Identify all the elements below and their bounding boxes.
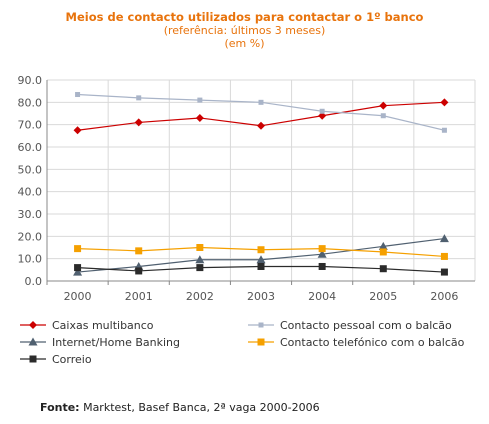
legend-item: Contacto telefónico com o balcão bbox=[248, 335, 464, 349]
y-tick-label: 80.0 bbox=[18, 96, 43, 109]
data-point-contacto-pessoal-com-o-balcao bbox=[380, 113, 386, 119]
data-point-contacto-pessoal-com-o-balcao bbox=[136, 95, 142, 101]
x-tick-label: 2002 bbox=[186, 290, 214, 303]
data-point-internet-home-banking bbox=[439, 234, 449, 243]
data-point-internet-home-banking bbox=[378, 241, 388, 250]
data-point-contacto-telefonico-com-o-balcao bbox=[318, 245, 326, 253]
y-tick-label: 40.0 bbox=[18, 186, 43, 199]
chart-unit-note: (em %) bbox=[224, 37, 265, 50]
data-point-contacto-pessoal-com-o-balcao bbox=[75, 92, 81, 98]
source-text: Marktest, Basef Banca, 2ª vaga 2000-2006 bbox=[79, 401, 320, 414]
x-tick-label: 2006 bbox=[430, 290, 458, 303]
legend-item: Contacto pessoal com o balcão bbox=[248, 318, 452, 332]
data-point-correio bbox=[257, 262, 265, 270]
legend-swatch bbox=[20, 337, 46, 346]
legend-item: Caixas multibanco bbox=[20, 318, 154, 332]
data-point-contacto-telefonico-com-o-balcao bbox=[379, 248, 387, 256]
data-point-internet-home-banking bbox=[317, 249, 327, 258]
legend-swatch bbox=[20, 321, 46, 329]
y-tick-label: 0.0 bbox=[25, 275, 43, 288]
x-tick-label: 2005 bbox=[369, 290, 397, 303]
legend-item: Correio bbox=[20, 352, 92, 366]
data-point-caixas-multibanco bbox=[379, 101, 388, 110]
legend-label: Contacto pessoal com o balcão bbox=[280, 318, 452, 332]
legend-item: Internet/Home Banking bbox=[20, 335, 180, 349]
y-tick-label: 10.0 bbox=[18, 253, 43, 266]
data-point-contacto-telefonico-com-o-balcao bbox=[135, 247, 143, 255]
data-point-caixas-multibanco bbox=[257, 121, 265, 130]
data-point-correio bbox=[135, 267, 143, 275]
data-point-correio bbox=[196, 264, 204, 272]
legend-swatch bbox=[20, 355, 46, 363]
data-point-contacto-telefonico-com-o-balcao bbox=[440, 252, 448, 260]
data-point-contacto-pessoal-com-o-balcao bbox=[258, 99, 264, 105]
legend-label: Correio bbox=[52, 352, 92, 366]
y-tick-label: 70.0 bbox=[18, 119, 43, 132]
legend-swatch bbox=[248, 338, 274, 346]
y-tick-label: 60.0 bbox=[18, 141, 43, 154]
data-point-contacto-telefonico-com-o-balcao bbox=[257, 246, 265, 254]
data-point-internet-home-banking bbox=[73, 267, 83, 276]
y-tick-label: 50.0 bbox=[18, 163, 43, 176]
data-point-contacto-pessoal-com-o-balcao bbox=[197, 97, 203, 103]
legend-swatch bbox=[248, 322, 274, 328]
data-point-caixas-multibanco bbox=[440, 98, 449, 107]
source-label: Fonte: bbox=[40, 401, 80, 414]
data-point-correio bbox=[379, 265, 387, 273]
legend-label: Internet/Home Banking bbox=[52, 335, 181, 349]
data-point-correio bbox=[74, 264, 82, 272]
data-point-caixas-multibanco bbox=[134, 118, 143, 127]
data-point-internet-home-banking bbox=[256, 255, 266, 264]
y-tick-label: 30.0 bbox=[18, 208, 43, 221]
data-point-correio bbox=[440, 268, 448, 276]
line-chart: 0.0 10.0 20.0 30.0 40.0 50.0 60.0 70.0 80.0 90.0 2… bbox=[18, 74, 476, 303]
x-tick-label: 2004 bbox=[308, 290, 336, 303]
x-tick-label: 2003 bbox=[247, 290, 275, 303]
data-point-internet-home-banking bbox=[195, 255, 205, 264]
x-tick-label: 2000 bbox=[64, 290, 92, 303]
legend-label: Caixas multibanco bbox=[52, 318, 154, 332]
source-note: Fonte: Marktest, Basef Banca, 2ª vaga 20… bbox=[40, 401, 320, 414]
legend-label: Contacto telefónico com o balcão bbox=[280, 335, 465, 349]
data-point-caixas-multibanco bbox=[195, 113, 204, 122]
x-tick-label: 2001 bbox=[125, 290, 153, 303]
chart-title-block: Meios de contacto utilizados para contac… bbox=[0, 10, 489, 50]
data-point-contacto-telefonico-com-o-balcao bbox=[196, 244, 204, 251]
y-tick-label: 20.0 bbox=[18, 230, 43, 243]
data-point-correio bbox=[318, 262, 326, 270]
chart-title: Meios de contacto utilizados para contac… bbox=[65, 10, 424, 24]
chart-subtitle: (referência: últimos 3 meses) bbox=[163, 24, 326, 37]
data-point-contacto-telefonico-com-o-balcao bbox=[74, 245, 82, 253]
data-point-contacto-pessoal-com-o-balcao bbox=[319, 108, 325, 114]
data-point-caixas-multibanco bbox=[73, 126, 82, 135]
data-point-contacto-pessoal-com-o-balcao bbox=[441, 127, 447, 133]
y-tick-label: 90.0 bbox=[18, 74, 43, 87]
